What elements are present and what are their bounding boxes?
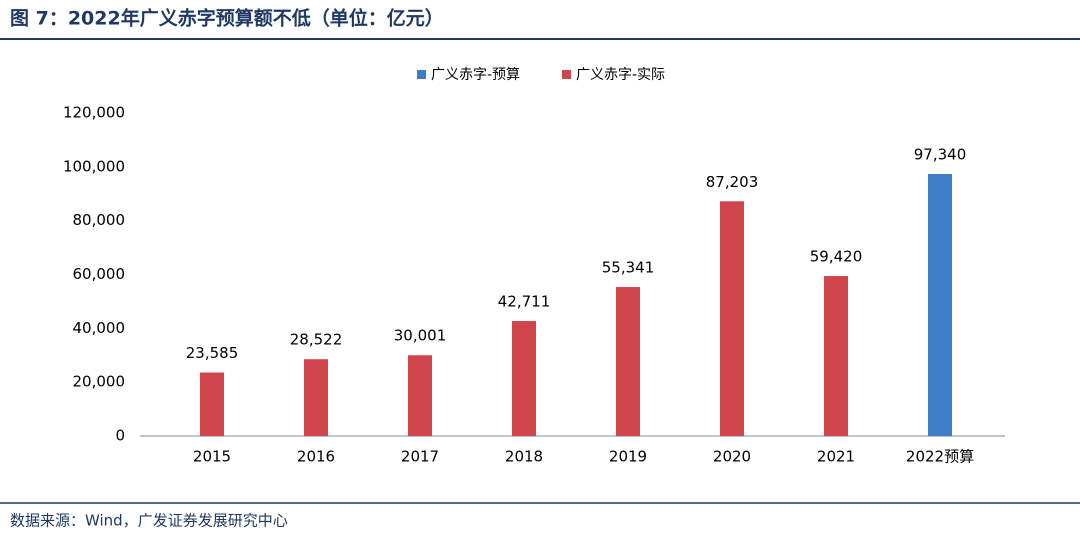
data-label: 59,420 <box>810 248 863 266</box>
y-tick-label: 80,000 <box>73 211 126 229</box>
data-label: 97,340 <box>914 145 967 163</box>
bar <box>304 359 328 436</box>
legend-label: 广义赤字-预算 <box>431 67 520 83</box>
x-tick-label: 2015 <box>193 448 231 466</box>
data-label: 23,585 <box>186 344 239 362</box>
x-tick-label: 2017 <box>401 448 439 466</box>
y-tick-label: 0 <box>115 427 125 445</box>
y-tick-label: 100,000 <box>63 157 125 175</box>
bar <box>408 355 432 436</box>
x-tick-label: 2020 <box>713 448 751 466</box>
source: 数据来源：Wind，广发证券发展研究中心 <box>10 512 288 530</box>
y-tick-label: 20,000 <box>73 373 126 391</box>
y-tick-label: 120,000 <box>63 104 125 122</box>
x-tick-label: 2021 <box>817 448 855 466</box>
x-tick-label: 2022预算 <box>906 448 974 466</box>
x-tick-label: 2018 <box>505 448 543 466</box>
x-tick-label: 2019 <box>609 448 647 466</box>
x-tick-label: 2016 <box>297 448 335 466</box>
data-label: 87,203 <box>706 173 759 191</box>
bar <box>824 276 848 436</box>
data-label: 28,522 <box>290 331 343 349</box>
y-tick-label: 40,000 <box>73 319 126 337</box>
legend-swatch <box>562 70 571 79</box>
bar <box>512 321 536 436</box>
y-tick-label: 60,000 <box>73 265 126 283</box>
data-label: 30,001 <box>394 327 447 345</box>
bar <box>720 201 744 436</box>
bar <box>200 372 224 436</box>
legend-swatch <box>417 70 426 79</box>
bar <box>928 173 952 436</box>
bar <box>616 287 640 436</box>
legend-label: 广义赤字-实际 <box>576 67 665 83</box>
data-label: 42,711 <box>498 293 551 311</box>
chart-title: 图 7：2022年广义赤字预算额不低（单位：亿元） <box>10 7 444 30</box>
data-label: 55,341 <box>602 259 655 277</box>
